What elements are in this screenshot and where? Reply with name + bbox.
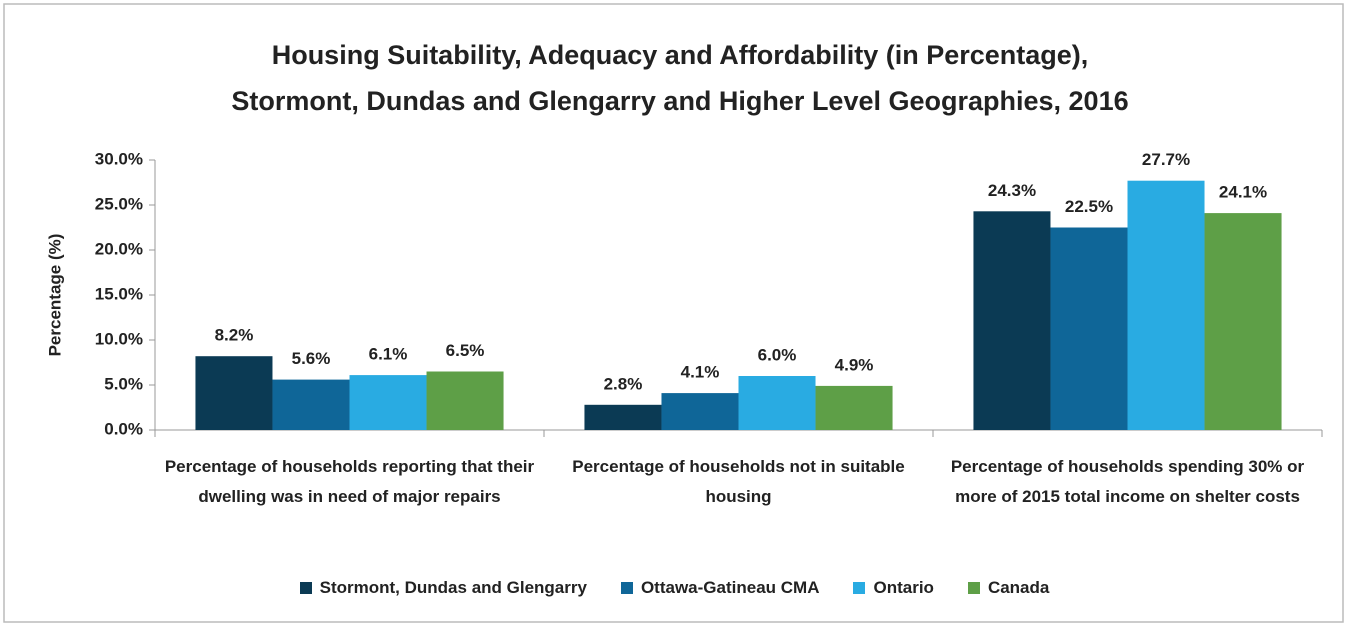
bar bbox=[661, 393, 739, 430]
x-tick-label: Percentage of households reporting that … bbox=[164, 457, 535, 506]
y-tick-label: 0.0% bbox=[104, 419, 143, 438]
x-tick-label: Percentage of households spending 30% or… bbox=[950, 457, 1305, 506]
data-label: 8.2% bbox=[215, 326, 254, 345]
bar bbox=[272, 379, 350, 430]
legend-label: Stormont, Dundas and Glengarry bbox=[319, 578, 587, 597]
legend-swatch bbox=[620, 582, 633, 594]
legend-swatch bbox=[967, 582, 980, 594]
bar bbox=[1204, 213, 1282, 430]
y-tick-label: 5.0% bbox=[104, 374, 143, 393]
bar bbox=[738, 376, 816, 430]
bar bbox=[195, 356, 273, 430]
data-label: 6.0% bbox=[758, 345, 797, 364]
data-label: 2.8% bbox=[604, 374, 643, 393]
legend-item: Ontario bbox=[853, 578, 934, 598]
data-label: 4.1% bbox=[681, 363, 720, 382]
y-tick-label: 30.0% bbox=[95, 149, 143, 168]
legend-swatch bbox=[853, 582, 866, 594]
legend-swatch bbox=[299, 582, 312, 594]
y-tick-label: 15.0% bbox=[95, 284, 143, 303]
chart-title: Housing Suitability, Adequacy and Afford… bbox=[272, 40, 1089, 70]
bar bbox=[1050, 227, 1128, 430]
bar bbox=[584, 404, 662, 430]
data-label: 4.9% bbox=[835, 355, 874, 374]
data-label: 24.1% bbox=[1219, 183, 1267, 202]
chart-subtitle: Stormont, Dundas and Glengarry and Highe… bbox=[231, 86, 1128, 116]
y-axis-label: Percentage (%) bbox=[45, 234, 64, 357]
data-label: 24.3% bbox=[988, 181, 1036, 200]
y-tick-label: 10.0% bbox=[95, 329, 143, 348]
data-label: 6.1% bbox=[369, 345, 408, 364]
data-label: 5.6% bbox=[292, 349, 331, 368]
bar bbox=[815, 385, 893, 430]
x-tick-label: Percentage of households not in suitable… bbox=[572, 457, 905, 506]
data-label: 22.5% bbox=[1065, 197, 1113, 216]
data-label: 27.7% bbox=[1142, 150, 1190, 169]
legend-item: Ottawa-Gatineau CMA bbox=[620, 578, 820, 598]
y-tick-label: 20.0% bbox=[95, 239, 143, 258]
legend-label: Ontario bbox=[873, 578, 934, 597]
data-label: 6.5% bbox=[446, 341, 485, 360]
bar bbox=[426, 371, 504, 430]
legend: Stormont, Dundas and Glengarry Ottawa-Gat… bbox=[0, 578, 1349, 598]
legend-item: Stormont, Dundas and Glengarry bbox=[299, 578, 587, 598]
y-tick-label: 25.0% bbox=[95, 194, 143, 213]
legend-item: Canada bbox=[967, 578, 1050, 598]
legend-label: Canada bbox=[987, 578, 1050, 597]
bar bbox=[349, 375, 427, 430]
legend-label: Ottawa-Gatineau CMA bbox=[640, 578, 820, 597]
bar bbox=[973, 211, 1051, 430]
bar bbox=[1127, 180, 1205, 430]
